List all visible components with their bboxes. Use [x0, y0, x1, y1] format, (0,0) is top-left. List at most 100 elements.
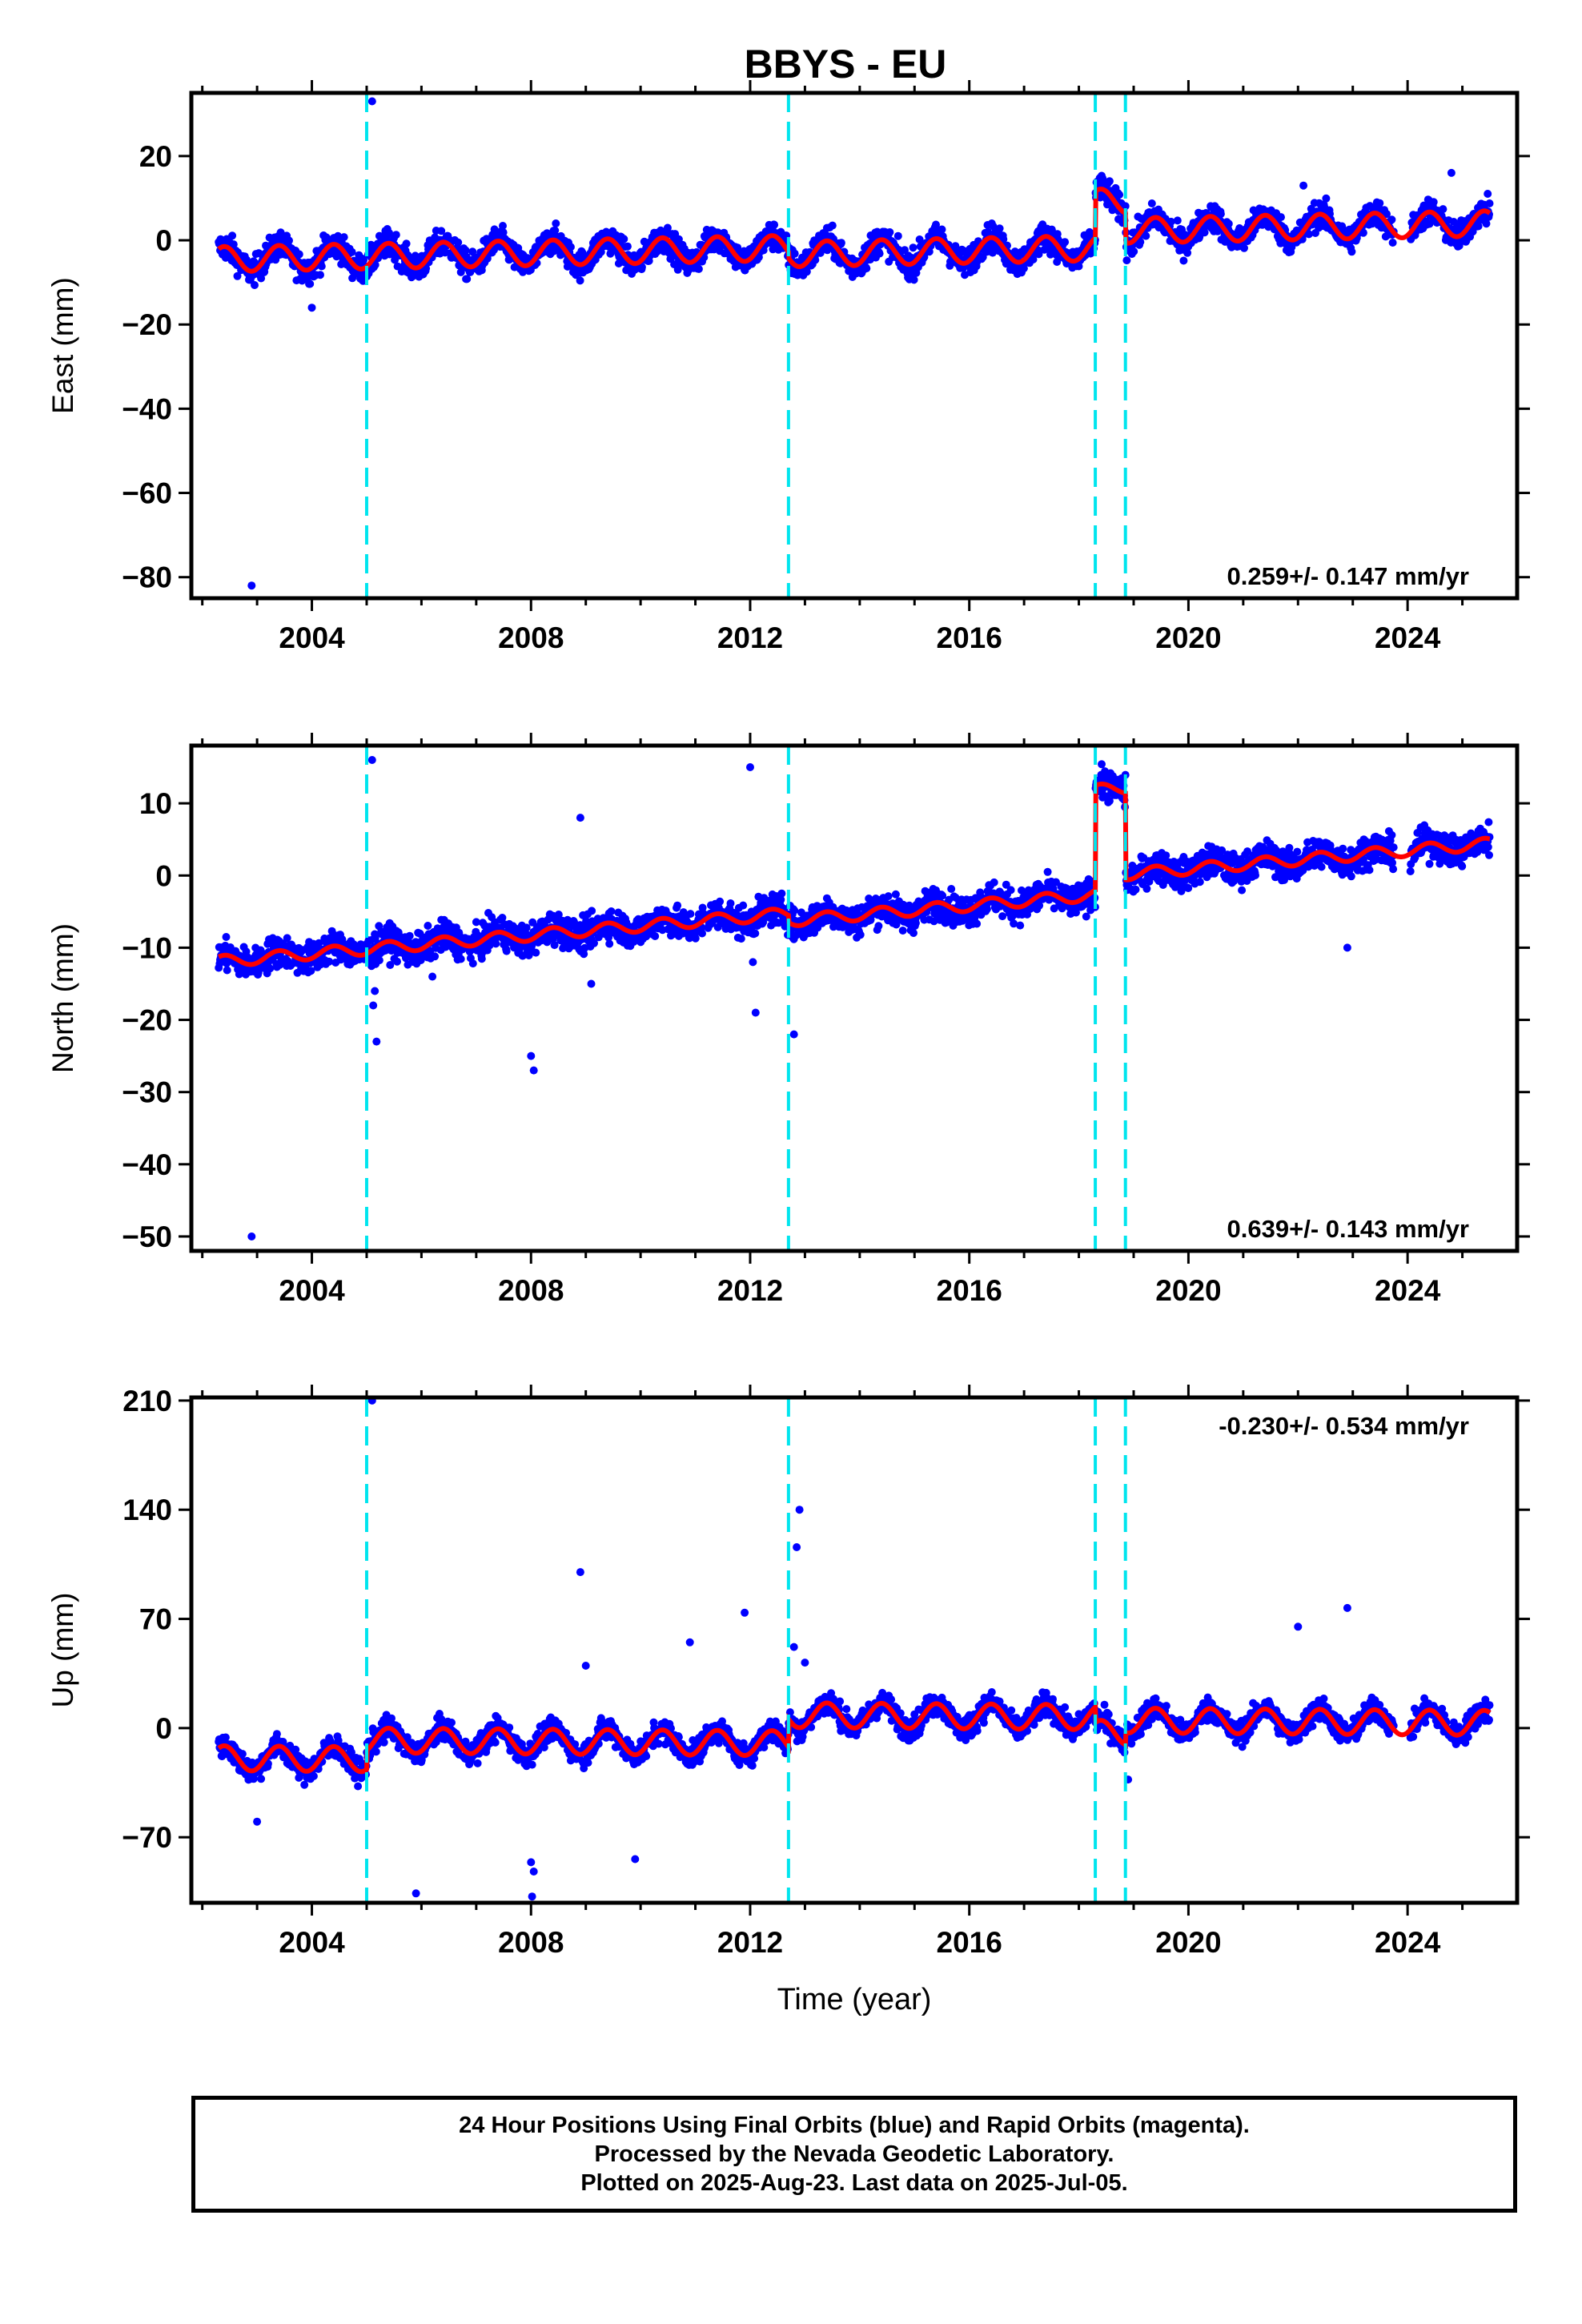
- data-point: [1429, 198, 1438, 207]
- data-point: [411, 251, 420, 260]
- y-tick-label: −60: [122, 477, 172, 510]
- data-point: [1439, 205, 1447, 214]
- data-point: [716, 897, 725, 906]
- data-point: [334, 231, 343, 240]
- data-point: [1482, 219, 1491, 228]
- data-point: [932, 220, 940, 229]
- data-point: [1216, 210, 1225, 219]
- data-point: [1121, 202, 1130, 211]
- data-point: [1098, 760, 1106, 769]
- data-point: [552, 219, 560, 227]
- data-point: [1142, 231, 1150, 240]
- model-line: [217, 187, 1492, 274]
- data-point: [856, 931, 865, 939]
- data-point: [663, 223, 672, 232]
- data-point: [424, 922, 432, 930]
- data-point: [1375, 199, 1384, 207]
- data-point: [862, 264, 871, 273]
- data-point: [502, 947, 511, 955]
- data-point: [223, 966, 231, 975]
- data-point: [1347, 247, 1356, 256]
- data-point: [1173, 216, 1182, 225]
- data-point: [790, 249, 799, 258]
- data-point: [620, 235, 628, 243]
- data-point: [1105, 177, 1114, 186]
- plot-area: [215, 746, 1494, 1251]
- data-point: [873, 227, 881, 236]
- data-point: [550, 247, 558, 255]
- panel-east: 2004 2008 2012 2016 2020 2024200−20−40−60−80E…: [46, 80, 1530, 654]
- data-point: [431, 952, 440, 961]
- data-point: [1359, 228, 1367, 237]
- data-point: [1131, 885, 1140, 894]
- data-point: [367, 240, 375, 249]
- outlier-point: [1447, 168, 1456, 177]
- data-point: [790, 906, 799, 915]
- data-point: [1098, 174, 1107, 183]
- data-point: [698, 929, 706, 938]
- data-point: [884, 892, 893, 901]
- data-point: [885, 228, 894, 236]
- y-axis-label: East (mm): [46, 277, 79, 414]
- data-point: [371, 260, 379, 269]
- plot-area: [215, 93, 1494, 598]
- data-point: [1166, 217, 1175, 226]
- data-point: [402, 239, 411, 248]
- data-point: [385, 229, 394, 237]
- outlier-point: [247, 581, 256, 590]
- data-point: [947, 885, 956, 893]
- data-point: [285, 236, 293, 245]
- data-point: [802, 267, 811, 276]
- plot-frame: [189, 90, 1520, 601]
- data-point: [875, 249, 884, 258]
- data-point: [317, 262, 326, 271]
- data-point: [691, 934, 700, 943]
- chart-title: BBYS - EU: [745, 42, 947, 86]
- data-point: [222, 933, 231, 941]
- data-point: [777, 889, 786, 898]
- data-point: [588, 907, 596, 915]
- data-point: [1034, 250, 1043, 259]
- data-point: [233, 271, 242, 280]
- data-points: [215, 756, 1494, 1240]
- data-point: [651, 932, 660, 940]
- data-point: [1147, 199, 1156, 207]
- data-point: [1484, 190, 1492, 198]
- data-point: [998, 912, 1007, 921]
- data-point: [251, 281, 259, 289]
- data-point: [1130, 247, 1138, 255]
- data-point: [874, 922, 883, 931]
- data-point: [576, 276, 584, 285]
- data-point: [733, 243, 742, 252]
- data-point: [901, 246, 909, 255]
- x-tick-label: 2012: [717, 621, 783, 654]
- data-point: [837, 239, 845, 247]
- data-point: [492, 939, 500, 948]
- data-point: [1485, 199, 1494, 207]
- data-point: [1061, 238, 1070, 247]
- data-point: [1184, 884, 1193, 892]
- data-point: [1162, 851, 1170, 860]
- data-point: [898, 927, 907, 935]
- data-point: [257, 274, 266, 283]
- data-point: [1142, 884, 1151, 893]
- data-point: [811, 255, 820, 264]
- data-point: [266, 964, 275, 973]
- data-point: [1136, 238, 1145, 247]
- data-point: [566, 243, 575, 251]
- x-tick-label: 2016: [937, 621, 1002, 654]
- data-point: [1200, 228, 1209, 237]
- data-point: [1240, 243, 1248, 252]
- data-point: [316, 271, 324, 279]
- data-point: [637, 263, 646, 271]
- data-point: [462, 252, 471, 261]
- data-point: [1179, 256, 1188, 265]
- outlier-point: [307, 304, 316, 312]
- data-point: [737, 935, 745, 943]
- data-point: [1474, 222, 1483, 231]
- outlier-point: [367, 97, 376, 106]
- data-point: [607, 907, 616, 915]
- data-point: [751, 929, 760, 938]
- data-point: [437, 227, 446, 235]
